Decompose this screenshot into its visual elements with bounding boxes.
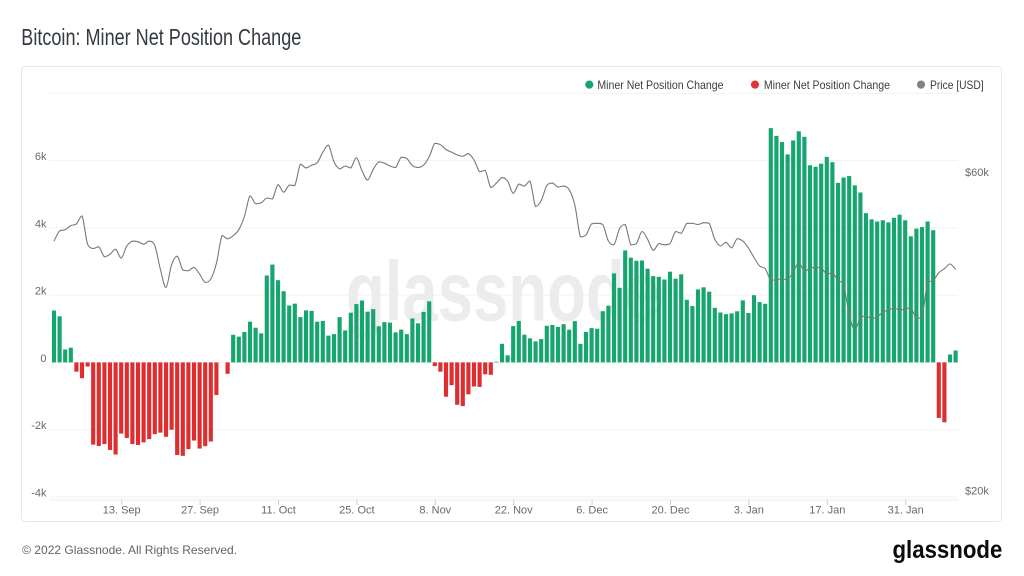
svg-text:3. Jan: 3. Jan [734, 505, 764, 517]
svg-text:17. Jan: 17. Jan [809, 505, 845, 517]
svg-text:25. Oct: 25. Oct [339, 505, 374, 517]
svg-text:Miner Net Position Change: Miner Net Position Change [764, 78, 890, 92]
svg-text:Bitcoin: Miner Net Position Ch: Bitcoin: Miner Net Position Change [21, 24, 301, 50]
svg-text:© 2022 Glassnode. All Rights R: © 2022 Glassnode. All Rights Reserved. [22, 543, 237, 557]
svg-text:4k: 4k [35, 218, 47, 230]
svg-text:-2k: -2k [31, 420, 47, 432]
svg-text:27. Sep: 27. Sep [181, 505, 219, 517]
svg-text:22. Nov: 22. Nov [495, 505, 533, 517]
svg-text:$60k: $60k [965, 167, 989, 179]
svg-text:2k: 2k [35, 286, 47, 298]
svg-text:-4k: -4k [31, 488, 47, 500]
svg-text:Price [USD]: Price [USD] [930, 78, 984, 92]
svg-text:glassnode: glassnode [893, 536, 1003, 564]
svg-text:11. Oct: 11. Oct [261, 505, 296, 517]
svg-text:8. Nov: 8. Nov [419, 505, 451, 517]
svg-text:0: 0 [40, 353, 46, 365]
svg-text:6k: 6k [35, 151, 47, 163]
svg-text:31. Jan: 31. Jan [888, 505, 924, 517]
svg-text:$20k: $20k [965, 485, 989, 497]
svg-text:Miner Net Position Change: Miner Net Position Change [597, 78, 723, 92]
svg-text:20. Dec: 20. Dec [652, 505, 690, 517]
svg-text:6. Dec: 6. Dec [576, 505, 608, 517]
svg-text:13. Sep: 13. Sep [103, 505, 141, 517]
